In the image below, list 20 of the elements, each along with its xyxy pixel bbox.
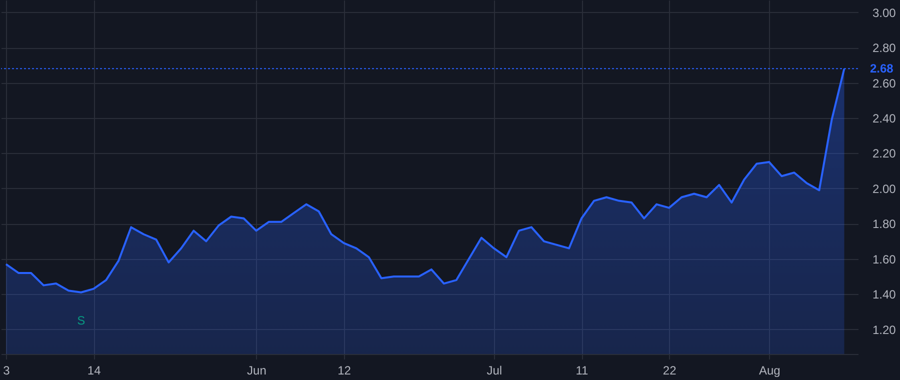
y-tick-label: 2.60 — [872, 76, 896, 90]
x-tick-label: Jul — [486, 364, 502, 378]
x-tick-label: Aug — [758, 364, 780, 378]
y-tick-label: 2.80 — [872, 41, 896, 56]
x-tick-label: 12 — [338, 364, 352, 378]
y-tick-label: 2.20 — [872, 146, 896, 161]
y-tick-label: 1.40 — [872, 288, 896, 302]
x-tick-label: 11 — [576, 364, 589, 378]
x-tick-label: Jun — [247, 364, 266, 378]
y-tick-label: 3.00 — [872, 6, 896, 20]
x-tick-label: 22 — [662, 364, 677, 378]
ref-line-label: 2.68 — [870, 62, 894, 76]
y-tick-label: 2.40 — [872, 112, 896, 126]
y-tick-label: 1.20 — [872, 322, 896, 337]
y-tick-label: 2.00 — [872, 182, 896, 196]
y-tick-label: 1.60 — [872, 252, 896, 266]
x-tick-label: 14 — [87, 364, 102, 378]
x-tick-label: 3 — [3, 364, 10, 378]
y-tick-label: 1.80 — [872, 217, 896, 232]
annotation: S — [77, 313, 86, 328]
